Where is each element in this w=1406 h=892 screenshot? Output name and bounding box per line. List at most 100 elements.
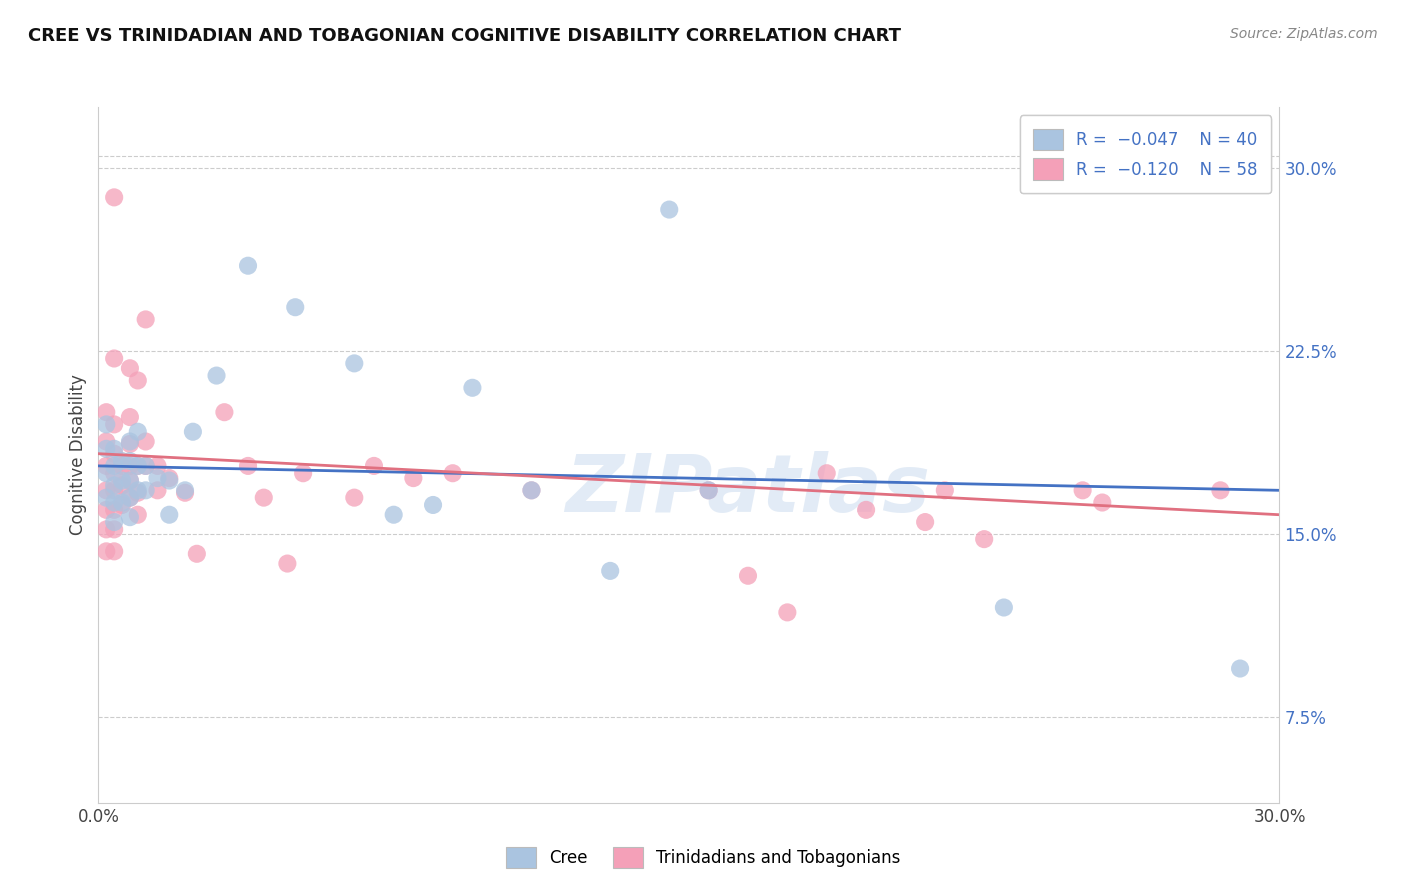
Point bbox=[214, 405, 236, 419]
Point bbox=[96, 467, 118, 481]
Point bbox=[103, 190, 125, 204]
Point bbox=[1229, 661, 1251, 675]
Point bbox=[181, 425, 204, 439]
Point bbox=[127, 458, 149, 473]
Point bbox=[146, 458, 169, 473]
Point bbox=[118, 454, 141, 468]
Point bbox=[103, 447, 125, 461]
Point bbox=[111, 478, 134, 492]
Point bbox=[236, 259, 259, 273]
Point bbox=[973, 532, 995, 546]
Point bbox=[914, 515, 936, 529]
Point bbox=[993, 600, 1015, 615]
Point bbox=[118, 474, 141, 488]
Point bbox=[520, 483, 543, 498]
Point bbox=[363, 458, 385, 473]
Point bbox=[520, 483, 543, 498]
Point bbox=[441, 467, 464, 481]
Point bbox=[103, 478, 125, 492]
Point bbox=[146, 483, 169, 498]
Point bbox=[127, 483, 149, 498]
Text: Source: ZipAtlas.com: Source: ZipAtlas.com bbox=[1230, 27, 1378, 41]
Point bbox=[96, 503, 118, 517]
Point bbox=[118, 510, 141, 524]
Text: ZIPatlas: ZIPatlas bbox=[565, 450, 931, 529]
Point bbox=[135, 483, 157, 498]
Point bbox=[284, 300, 307, 314]
Point bbox=[118, 434, 141, 449]
Point bbox=[697, 483, 720, 498]
Point bbox=[697, 483, 720, 498]
Point bbox=[422, 498, 444, 512]
Point bbox=[96, 544, 118, 558]
Point bbox=[118, 491, 141, 505]
Legend: Cree, Trinidadians and Tobagonians: Cree, Trinidadians and Tobagonians bbox=[499, 840, 907, 875]
Point bbox=[205, 368, 228, 383]
Text: CREE VS TRINIDADIAN AND TOBAGONIAN COGNITIVE DISABILITY CORRELATION CHART: CREE VS TRINIDADIAN AND TOBAGONIAN COGNI… bbox=[28, 27, 901, 45]
Point bbox=[118, 491, 141, 505]
Point bbox=[253, 491, 276, 505]
Point bbox=[103, 458, 125, 473]
Legend: R =  −0.047    N = 40, R =  −0.120    N = 58: R = −0.047 N = 40, R = −0.120 N = 58 bbox=[1019, 115, 1271, 194]
Point bbox=[103, 483, 125, 498]
Point bbox=[855, 503, 877, 517]
Point bbox=[461, 381, 484, 395]
Point bbox=[127, 374, 149, 388]
Point bbox=[103, 467, 125, 481]
Point bbox=[96, 405, 118, 419]
Point bbox=[236, 458, 259, 473]
Point bbox=[103, 503, 125, 517]
Point bbox=[96, 522, 118, 536]
Point bbox=[402, 471, 425, 485]
Point bbox=[382, 508, 405, 522]
Point bbox=[127, 458, 149, 473]
Point bbox=[1091, 495, 1114, 509]
Point bbox=[103, 495, 125, 509]
Point bbox=[111, 454, 134, 468]
Point bbox=[111, 495, 134, 509]
Point bbox=[118, 361, 141, 376]
Point bbox=[103, 515, 125, 529]
Point bbox=[96, 491, 118, 505]
Point bbox=[135, 458, 157, 473]
Point bbox=[934, 483, 956, 498]
Point bbox=[111, 458, 134, 473]
Y-axis label: Cognitive Disability: Cognitive Disability bbox=[69, 375, 87, 535]
Point bbox=[1209, 483, 1232, 498]
Point bbox=[118, 474, 141, 488]
Point bbox=[186, 547, 208, 561]
Point bbox=[292, 467, 315, 481]
Point bbox=[103, 351, 125, 366]
Point bbox=[103, 417, 125, 432]
Point bbox=[103, 442, 125, 456]
Point bbox=[776, 606, 799, 620]
Point bbox=[96, 458, 118, 473]
Point bbox=[103, 522, 125, 536]
Point bbox=[157, 508, 180, 522]
Point bbox=[157, 474, 180, 488]
Point bbox=[118, 410, 141, 425]
Point bbox=[157, 471, 180, 485]
Point bbox=[127, 425, 149, 439]
Point bbox=[599, 564, 621, 578]
Point bbox=[135, 434, 157, 449]
Point bbox=[111, 474, 134, 488]
Point bbox=[343, 491, 366, 505]
Point bbox=[96, 417, 118, 432]
Point bbox=[174, 483, 197, 498]
Point bbox=[103, 544, 125, 558]
Point bbox=[96, 442, 118, 456]
Point bbox=[127, 485, 149, 500]
Point bbox=[96, 434, 118, 449]
Point bbox=[118, 437, 141, 451]
Point bbox=[343, 356, 366, 370]
Point bbox=[658, 202, 681, 217]
Point bbox=[135, 312, 157, 326]
Point bbox=[815, 467, 838, 481]
Point bbox=[111, 498, 134, 512]
Point bbox=[146, 471, 169, 485]
Point bbox=[276, 557, 298, 571]
Point bbox=[1071, 483, 1094, 498]
Point bbox=[135, 458, 157, 473]
Point bbox=[127, 508, 149, 522]
